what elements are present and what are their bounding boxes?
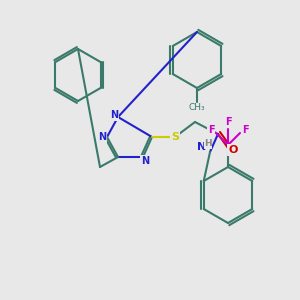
Text: N: N	[197, 142, 207, 152]
Text: F: F	[242, 125, 248, 135]
Text: F: F	[208, 125, 214, 135]
Text: CH₃: CH₃	[189, 103, 205, 112]
Text: N: N	[110, 110, 118, 120]
Text: F: F	[225, 117, 231, 127]
Text: O: O	[228, 145, 238, 155]
Text: N: N	[98, 132, 106, 142]
Text: N: N	[141, 156, 149, 166]
Text: S: S	[171, 132, 179, 142]
Text: H: H	[204, 140, 212, 148]
